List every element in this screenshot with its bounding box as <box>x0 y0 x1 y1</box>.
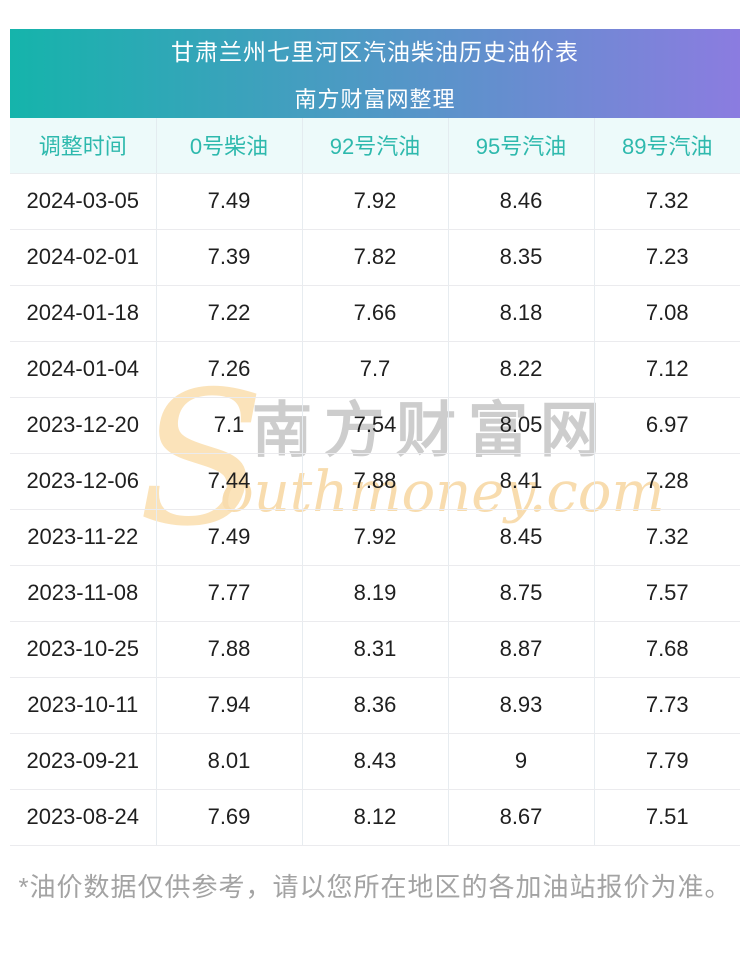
column-header: 调整时间 <box>10 118 156 174</box>
price-cell: 8.45 <box>447 509 594 566</box>
date-cell: 2024-01-04 <box>10 341 156 398</box>
table-row: 2024-02-01 7.39 7.82 8.35 7.23 <box>10 229 740 286</box>
price-cell: 7.57 <box>593 565 740 622</box>
price-cell: 6.97 <box>593 397 740 454</box>
price-cell: 8.12 <box>301 789 448 846</box>
price-cell: 7.28 <box>593 453 740 510</box>
table-row: 2023-12-20 7.1 7.54 8.05 6.97 <box>10 397 740 454</box>
date-cell: 2023-11-22 <box>10 509 156 566</box>
price-cell: 7.77 <box>155 565 302 622</box>
price-cell: 7.92 <box>301 173 448 230</box>
column-header: 95号汽油 <box>447 118 594 174</box>
date-cell: 2023-11-08 <box>10 565 156 622</box>
table-row: 2024-01-18 7.22 7.66 8.18 7.08 <box>10 285 740 342</box>
price-cell: 7.08 <box>593 285 740 342</box>
price-table-container: 甘肃兰州七里河区汽油柴油历史油价表 南方财富网整理 调整时间 0号柴油 92号汽油 9… <box>10 29 740 846</box>
date-cell: 2024-03-05 <box>10 173 156 230</box>
fuel-price-table: 调整时间 0号柴油 92号汽油 95号汽油 89号汽油 2024-03-05 7.49 7.… <box>10 118 740 846</box>
table-title-banner: 甘肃兰州七里河区汽油柴油历史油价表 南方财富网整理 <box>10 29 740 118</box>
price-cell: 7.12 <box>593 341 740 398</box>
price-cell: 7.73 <box>593 677 740 734</box>
price-cell: 8.43 <box>301 733 448 790</box>
date-cell: 2023-12-20 <box>10 397 156 454</box>
disclaimer-note: *油价数据仅供参考，请以您所在地区的各加油站报价为准。 <box>18 871 732 902</box>
column-header: 89号汽油 <box>593 118 740 174</box>
price-cell: 7.32 <box>593 509 740 566</box>
price-cell: 7.88 <box>301 453 448 510</box>
price-cell: 8.46 <box>447 173 594 230</box>
price-cell: 7.51 <box>593 789 740 846</box>
price-cell: 7.23 <box>593 229 740 286</box>
price-cell: 7.68 <box>593 621 740 678</box>
price-table-header-row: 调整时间 0号柴油 92号汽油 95号汽油 89号汽油 <box>10 118 740 174</box>
price-cell: 8.01 <box>155 733 302 790</box>
price-cell: 7.82 <box>301 229 448 286</box>
price-cell: 8.93 <box>447 677 594 734</box>
table-row: 2023-12-06 7.44 7.88 8.41 7.28 <box>10 453 740 510</box>
table-row: 2024-01-04 7.26 7.7 8.22 7.12 <box>10 341 740 398</box>
price-cell: 7.49 <box>155 173 302 230</box>
price-cell: 7.32 <box>593 173 740 230</box>
table-row: 2023-09-21 8.01 8.43 9 7.79 <box>10 733 740 790</box>
price-cell: 7.66 <box>301 285 448 342</box>
date-cell: 2023-10-25 <box>10 621 156 678</box>
price-cell: 7.39 <box>155 229 302 286</box>
table-row: 2023-08-24 7.69 8.12 8.67 7.51 <box>10 789 740 846</box>
price-cell: 8.19 <box>301 565 448 622</box>
price-cell: 8.22 <box>447 341 594 398</box>
price-cell: 8.18 <box>447 285 594 342</box>
price-cell: 7.49 <box>155 509 302 566</box>
price-cell: 7.79 <box>593 733 740 790</box>
price-cell: 8.31 <box>301 621 448 678</box>
table-row: 2023-10-11 7.94 8.36 8.93 7.73 <box>10 677 740 734</box>
date-cell: 2023-08-24 <box>10 789 156 846</box>
column-header: 92号汽油 <box>301 118 448 174</box>
price-cell: 7.44 <box>155 453 302 510</box>
date-cell: 2023-09-21 <box>10 733 156 790</box>
table-row: 2023-11-08 7.77 8.19 8.75 7.57 <box>10 565 740 622</box>
price-cell: 8.35 <box>447 229 594 286</box>
table-subtitle: 南方财富网整理 <box>294 87 456 112</box>
page: S 南方财富网 outhmoney.com 甘肃兰州七里河区汽油柴油历史油价表 … <box>0 29 750 980</box>
price-cell: 7.26 <box>155 341 302 398</box>
price-cell: 8.05 <box>447 397 594 454</box>
price-cell: 8.36 <box>301 677 448 734</box>
price-cell: 8.87 <box>447 621 594 678</box>
price-cell: 7.92 <box>301 509 448 566</box>
price-cell: 8.67 <box>447 789 594 846</box>
price-cell: 7.69 <box>155 789 302 846</box>
price-cell: 8.75 <box>447 565 594 622</box>
table-row: 2024-03-05 7.49 7.92 8.46 7.32 <box>10 173 740 230</box>
price-cell: 7.54 <box>301 397 448 454</box>
price-cell: 7.22 <box>155 285 302 342</box>
column-header: 0号柴油 <box>155 118 302 174</box>
price-cell: 7.88 <box>155 621 302 678</box>
price-cell: 7.1 <box>155 397 302 454</box>
date-cell: 2024-01-18 <box>10 285 156 342</box>
table-row: 2023-11-22 7.49 7.92 8.45 7.32 <box>10 509 740 566</box>
date-cell: 2023-10-11 <box>10 677 156 734</box>
table-row: 2023-10-25 7.88 8.31 8.87 7.68 <box>10 621 740 678</box>
date-cell: 2024-02-01 <box>10 229 156 286</box>
date-cell: 2023-12-06 <box>10 453 156 510</box>
price-cell: 7.94 <box>155 677 302 734</box>
table-title: 甘肃兰州七里河区汽油柴油历史油价表 <box>171 39 579 65</box>
price-cell: 8.41 <box>447 453 594 510</box>
price-cell: 9 <box>447 733 594 790</box>
price-cell: 7.7 <box>301 341 448 398</box>
